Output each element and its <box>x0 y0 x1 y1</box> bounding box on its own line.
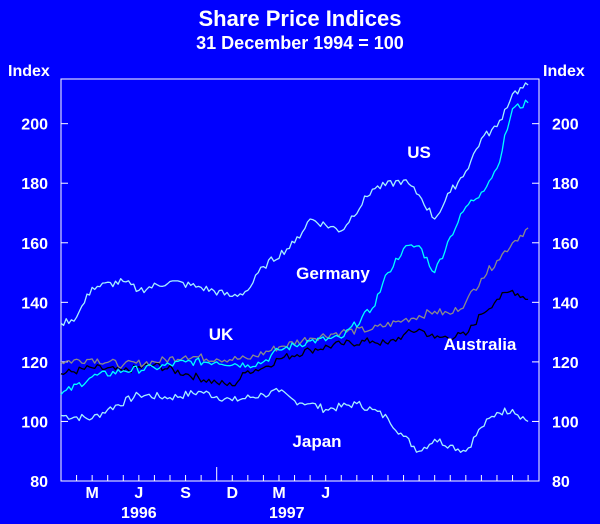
y-tick-label-right: 120 <box>552 355 579 372</box>
series-lines <box>60 82 529 453</box>
label-germany: Germany <box>296 264 370 283</box>
plot-frame <box>60 78 540 482</box>
x-tick-label-month: J <box>134 485 143 502</box>
series-line-japan <box>60 387 529 453</box>
y-tick-label-right: 160 <box>552 236 579 253</box>
x-tick-label-month: M <box>272 485 285 502</box>
x-tick-label-month: M <box>85 485 98 502</box>
y-ticks: 80 80 100 100 120 120 140 140 160 160 180 180 200 200 <box>21 117 579 491</box>
label-uk: UK <box>209 325 234 344</box>
label-japan: Japan <box>292 432 341 451</box>
y-tick-label-left: 200 <box>21 117 48 134</box>
y-tick-label-left: 120 <box>21 355 48 372</box>
label-us: US <box>407 143 431 162</box>
chart-title: Share Price Indices <box>199 6 402 31</box>
series-line-australia <box>60 289 529 387</box>
y-tick-label-right: 200 <box>552 117 579 134</box>
y-tick-label-left: 100 <box>21 414 48 431</box>
y-tick-label-right: 100 <box>552 414 579 431</box>
y-axis-label-left: Index <box>8 63 50 80</box>
x-tick-label-month: D <box>226 485 238 502</box>
y-tick-label-right: 80 <box>552 474 570 491</box>
x-tick-label-year: 1996 <box>121 505 157 522</box>
x-tick-label-month: J <box>321 485 330 502</box>
x-tick-label-month: S <box>180 485 191 502</box>
y-tick-label-left: 80 <box>30 474 48 491</box>
x-ticks: M J S D M J 1996 1997 <box>76 467 529 522</box>
chart-subtitle: 31 December 1994 = 100 <box>196 33 404 53</box>
y-tick-label-left: 160 <box>21 236 48 253</box>
x-tick-label-year: 1997 <box>269 505 305 522</box>
label-australia: Australia <box>444 335 517 354</box>
series-line-germany <box>60 99 529 396</box>
y-tick-label-left: 180 <box>21 176 48 193</box>
y-tick-label-right: 180 <box>552 176 579 193</box>
y-axis-label-right: Index <box>543 63 585 80</box>
y-tick-label-left: 140 <box>21 295 48 312</box>
y-tick-label-right: 140 <box>552 295 579 312</box>
series-line-us <box>60 82 529 327</box>
